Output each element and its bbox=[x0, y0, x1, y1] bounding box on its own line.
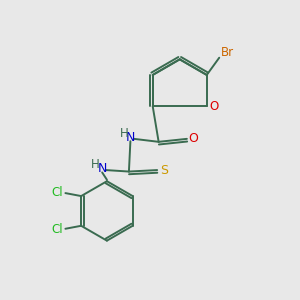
Text: N: N bbox=[126, 131, 135, 144]
Text: N: N bbox=[98, 162, 107, 175]
Text: H: H bbox=[91, 158, 100, 171]
Text: H: H bbox=[119, 127, 128, 140]
Text: O: O bbox=[188, 132, 198, 146]
Text: Cl: Cl bbox=[52, 223, 63, 236]
Text: S: S bbox=[160, 164, 168, 177]
Text: O: O bbox=[210, 100, 219, 113]
Text: Cl: Cl bbox=[52, 186, 63, 199]
Text: Br: Br bbox=[220, 46, 233, 59]
